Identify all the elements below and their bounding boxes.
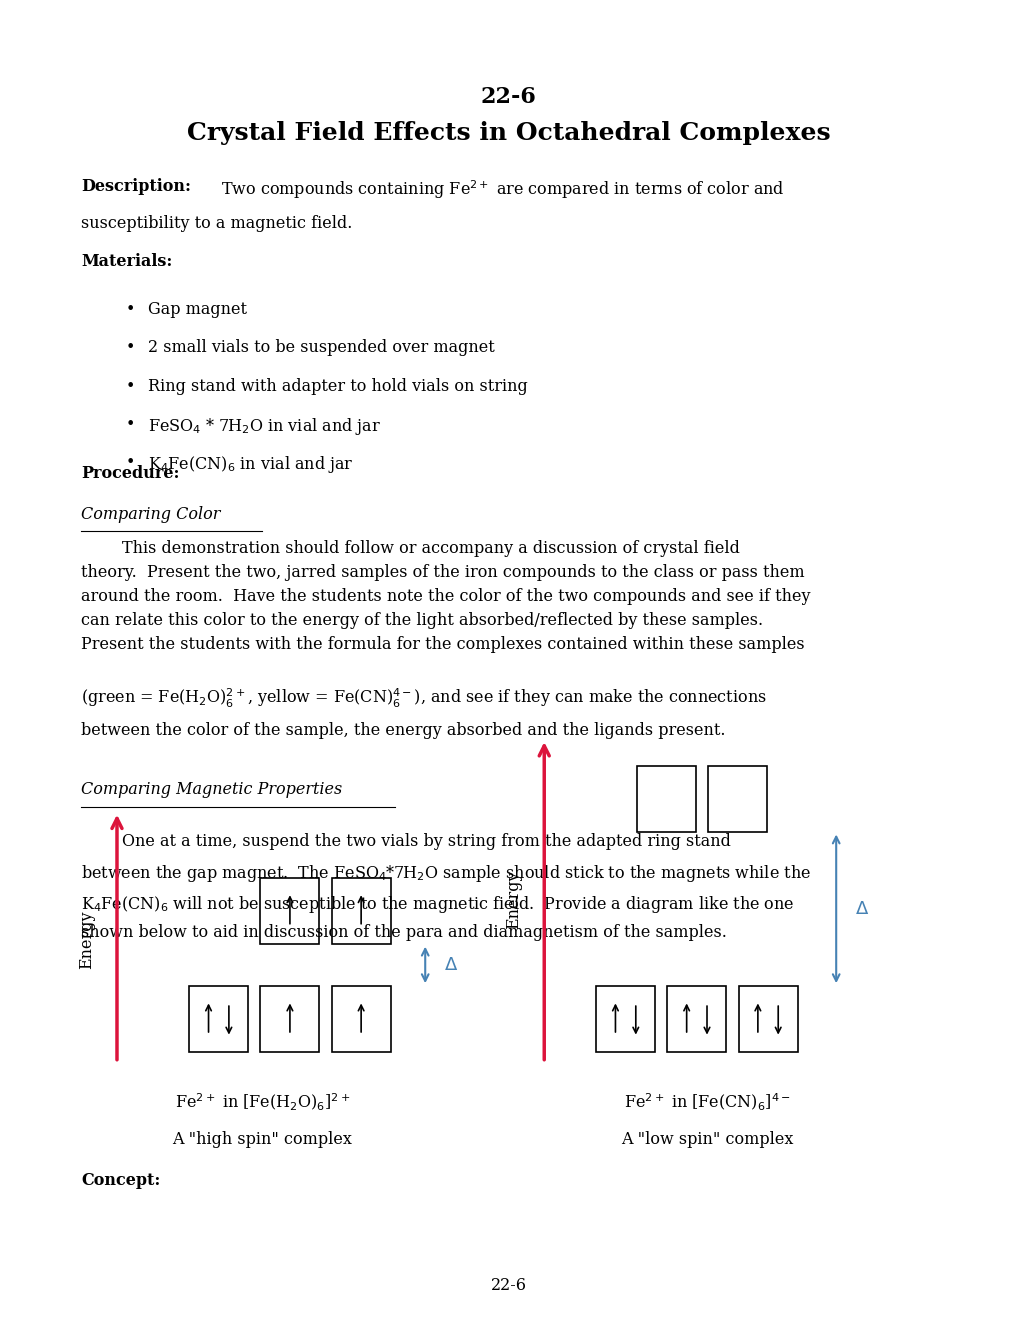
Text: •: • <box>125 301 135 318</box>
Text: Concept:: Concept: <box>82 1172 161 1189</box>
Text: Two compounds containing Fe$^{2+}$ are compared in terms of color and: Two compounds containing Fe$^{2+}$ are c… <box>220 178 784 201</box>
Text: This demonstration should follow or accompany a discussion of crystal field
theo: This demonstration should follow or acco… <box>82 540 810 653</box>
Text: between the gap magnet.  The FeSO$_4$*7H$_2$O sample should stick to the magnets: between the gap magnet. The FeSO$_4$*7H$… <box>82 863 810 884</box>
Text: K$_4$Fe(CN)$_6$ will not be susceptible to the magnetic field.  Provide a diagra: K$_4$Fe(CN)$_6$ will not be susceptible … <box>82 894 794 915</box>
Bar <box>707 766 766 832</box>
Text: One at a time, suspend the two vials by string from the adapted ring stand: One at a time, suspend the two vials by … <box>82 833 731 850</box>
Bar <box>738 986 797 1052</box>
Text: FeSO$_4$ * 7H$_2$O in vial and jar: FeSO$_4$ * 7H$_2$O in vial and jar <box>148 416 380 437</box>
Text: 22-6: 22-6 <box>490 1276 526 1294</box>
Text: A "high spin" complex: A "high spin" complex <box>172 1131 352 1148</box>
Text: (green = Fe(H$_2$O)$_6^{2+}$, yellow = Fe(CN)$_6^{4-}$), and see if they can mak: (green = Fe(H$_2$O)$_6^{2+}$, yellow = F… <box>82 686 766 710</box>
Text: •: • <box>125 339 135 356</box>
Text: •: • <box>125 416 135 433</box>
Bar <box>595 986 654 1052</box>
Bar <box>331 986 390 1052</box>
Text: Fe$^{2+}$ in [Fe(CN)$_6$]$^{4-}$: Fe$^{2+}$ in [Fe(CN)$_6$]$^{4-}$ <box>623 1092 790 1113</box>
Text: $\Delta$: $\Delta$ <box>443 956 458 974</box>
Text: K$_4$Fe(CN)$_6$ in vial and jar: K$_4$Fe(CN)$_6$ in vial and jar <box>148 454 353 475</box>
Bar <box>190 986 248 1052</box>
Text: A "low spin" complex: A "low spin" complex <box>621 1131 793 1148</box>
Text: $\Delta$: $\Delta$ <box>854 900 868 917</box>
Bar <box>260 878 319 944</box>
Bar <box>260 986 319 1052</box>
Text: Energy: Energy <box>504 871 522 929</box>
Text: Crystal Field Effects in Octahedral Complexes: Crystal Field Effects in Octahedral Comp… <box>186 121 829 145</box>
Bar <box>636 766 695 832</box>
Text: Description:: Description: <box>82 178 192 195</box>
Text: Gap magnet: Gap magnet <box>148 301 247 318</box>
Text: Comparing Color: Comparing Color <box>82 506 220 523</box>
Text: 2 small vials to be suspended over magnet: 2 small vials to be suspended over magne… <box>148 339 494 356</box>
Text: Materials:: Materials: <box>82 253 172 271</box>
Text: shown below to aid in discussion of the para and diamagnetism of the samples.: shown below to aid in discussion of the … <box>82 924 727 941</box>
Text: Energy: Energy <box>77 911 95 969</box>
Text: Procedure:: Procedure: <box>82 465 179 482</box>
Text: between the color of the sample, the energy absorbed and the ligands present.: between the color of the sample, the ene… <box>82 722 726 739</box>
Text: Ring stand with adapter to hold vials on string: Ring stand with adapter to hold vials on… <box>148 378 527 395</box>
Text: •: • <box>125 378 135 395</box>
Text: •: • <box>125 454 135 471</box>
Text: susceptibility to a magnetic field.: susceptibility to a magnetic field. <box>82 215 353 232</box>
Text: Comparing Magnetic Properties: Comparing Magnetic Properties <box>82 781 342 799</box>
Text: 22-6: 22-6 <box>480 86 536 108</box>
Bar <box>666 986 726 1052</box>
Text: Fe$^{2+}$ in [Fe(H$_2$O)$_6$]$^{2+}$: Fe$^{2+}$ in [Fe(H$_2$O)$_6$]$^{2+}$ <box>174 1092 350 1113</box>
Bar <box>331 878 390 944</box>
